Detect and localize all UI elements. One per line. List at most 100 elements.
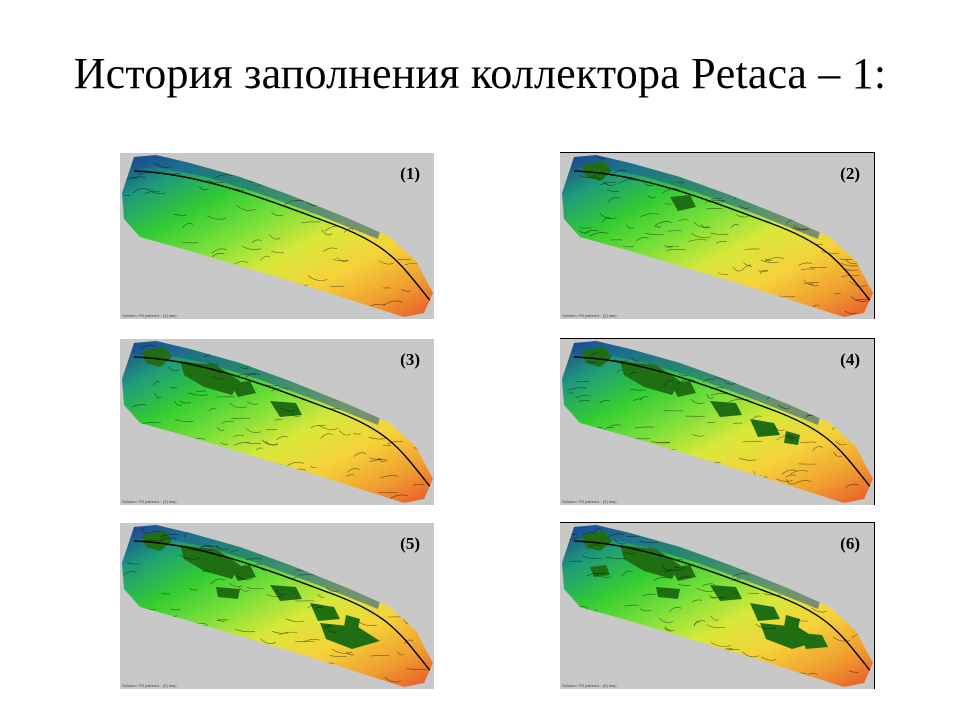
contour-line: [844, 310, 857, 314]
contour-line: [766, 198, 778, 203]
contour-line: [677, 583, 691, 586]
contour-line: [181, 241, 199, 244]
contour-line: [132, 188, 149, 194]
contour-line: [815, 182, 828, 184]
contour-line: [673, 485, 684, 492]
contour-line: [211, 376, 226, 380]
contour-line: [614, 260, 625, 267]
contour-line: [136, 625, 152, 632]
contour-line: [291, 368, 300, 372]
contour-line: [683, 649, 703, 654]
contour-line: [366, 197, 385, 201]
contour-line: [614, 539, 626, 545]
contour-line: [721, 158, 739, 165]
contour-line: [398, 217, 410, 221]
contour-line: [205, 641, 220, 646]
contour-line: [202, 548, 214, 551]
contour-line: [368, 436, 386, 440]
contour-line: [710, 615, 719, 621]
panel-label-6: (6): [840, 534, 860, 553]
contour-line: [381, 527, 389, 531]
contour-line: [678, 640, 687, 646]
contour-line: [605, 556, 626, 560]
contour-line: [149, 489, 165, 491]
contour-line: [791, 378, 810, 383]
contour-line: [404, 263, 418, 266]
contour-line: [195, 671, 210, 676]
contour-line: [246, 587, 264, 590]
contour-line: [182, 223, 194, 229]
contour-line: [210, 578, 225, 585]
contour-line: [726, 681, 747, 685]
contour-line: [235, 651, 253, 656]
contour-line: [792, 227, 810, 231]
map-panel-3: (3) Solution: Fill patterns - (3) step: [120, 339, 434, 505]
contour-line: [187, 453, 199, 457]
contour-line: [756, 664, 776, 669]
contour-line: [415, 374, 433, 377]
reservoir-map-2: [562, 155, 873, 317]
contour-line: [712, 155, 731, 156]
contour-line: [421, 383, 433, 386]
contour-line: [842, 398, 859, 403]
contour-line: [776, 677, 795, 682]
contour-line: [234, 347, 254, 351]
contour-line: [326, 195, 344, 199]
contour-line: [845, 574, 854, 577]
contour-line: [808, 551, 822, 556]
contour-line: [200, 482, 212, 487]
contour-line: [722, 379, 737, 385]
contour-line: [211, 252, 225, 258]
contour-line: [650, 346, 667, 350]
contour-line: [245, 428, 262, 433]
contour-line: [280, 551, 297, 556]
contour-line: [728, 155, 749, 160]
contour-line: [240, 367, 249, 369]
contour-line: [403, 639, 413, 645]
contour-line: [279, 631, 298, 635]
contour-line: [731, 578, 741, 582]
contour-line: [340, 168, 360, 170]
contour-line: [793, 225, 808, 230]
contour-line: [775, 478, 793, 482]
panel-label-2: (2): [840, 164, 860, 183]
contour-line: [216, 546, 228, 550]
contour-line: [204, 502, 224, 503]
contour-line: [245, 293, 261, 296]
contour-line: [614, 256, 629, 262]
contour-line: [392, 159, 412, 162]
contour-line: [341, 343, 360, 345]
contour-line: [126, 176, 146, 181]
contour-line: [188, 346, 200, 349]
contour-line: [369, 459, 388, 462]
contour-line: [832, 636, 851, 642]
contour-line: [430, 346, 433, 351]
contour-line: [154, 477, 167, 480]
contour-line: [581, 249, 590, 254]
contour-line: [262, 383, 279, 387]
contour-line: [621, 570, 633, 577]
contour-line: [710, 393, 727, 396]
reservoir-map-3: [122, 341, 433, 503]
contour-line: [126, 562, 140, 565]
contour-line: [689, 343, 704, 345]
contour-line: [247, 401, 259, 405]
contour-line: [710, 232, 729, 235]
contour-line: [233, 679, 250, 682]
contour-line: [131, 404, 147, 408]
contour-line: [665, 351, 685, 354]
contour-line: [207, 261, 219, 267]
contour-line: [151, 531, 161, 533]
contour-line: [693, 222, 710, 228]
contour-line: [338, 301, 356, 305]
contour-line: [686, 172, 704, 176]
panel-caption-3: Solution: Fill patterns - (3) step: [122, 499, 177, 504]
contour-line: [326, 587, 339, 592]
contour-line: [869, 454, 873, 458]
contour-line: [323, 304, 344, 309]
contour-line: [144, 190, 161, 195]
contour-line: [421, 210, 433, 214]
contour-line: [268, 233, 281, 240]
contour-line: [600, 488, 614, 492]
contour-line: [562, 525, 574, 527]
